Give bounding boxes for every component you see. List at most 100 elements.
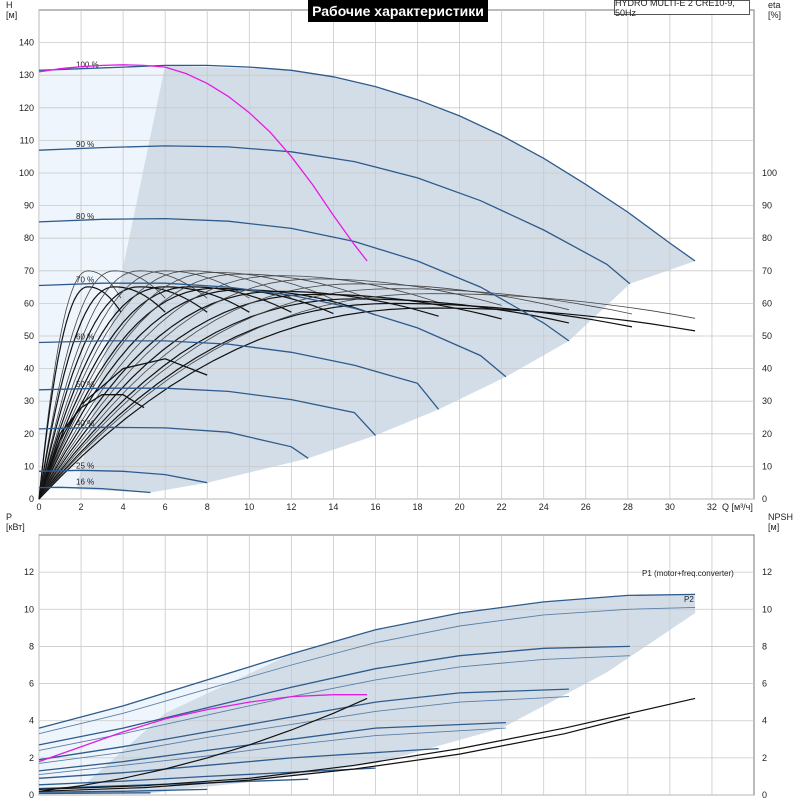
x-tick-label: 8 (205, 502, 210, 512)
p1-curve (38, 688, 569, 761)
p1-curve (38, 788, 208, 793)
p2-curve (38, 606, 696, 735)
p2-curve (38, 727, 506, 776)
npsh-axis-unit: [м] (768, 522, 779, 532)
x-tick-label: 16 (370, 502, 380, 512)
x-tick-label: 0 (36, 502, 41, 512)
pump-model-label: HYDRO MULTI-E 2 CRE10-9, 50Hz (614, 0, 750, 18)
npsh-tick-label: 0 (762, 790, 767, 800)
eta-curve (38, 283, 569, 500)
y2-tick-label: 90 (762, 201, 772, 211)
head-curve-90pct (38, 145, 631, 285)
y-tick-label: 30 (24, 396, 34, 406)
p-axis-label: P (6, 512, 12, 522)
speed-label: 16 % (76, 478, 94, 487)
y2-tick-label: 20 (762, 429, 772, 439)
npsh-curve (38, 697, 696, 790)
npsh-tick-label: 12 (762, 567, 772, 577)
eta-curve-low-speed (38, 394, 145, 500)
eta-curve (38, 278, 502, 500)
chart-title: Рабочие характеристики (308, 0, 488, 22)
y-tick-label: 80 (24, 233, 34, 243)
p1-curve (38, 792, 151, 795)
head-curve-50pct (38, 387, 376, 436)
y-axis-label: H (6, 0, 13, 10)
y-tick-label: 100 (19, 168, 34, 178)
x-tick-label: 18 (413, 502, 423, 512)
y-tick-label: 40 (24, 364, 34, 374)
speed-label: 60 % (76, 333, 94, 342)
x-tick-label: 28 (623, 502, 633, 512)
eta-curve (38, 270, 122, 500)
p2-label: P2 (684, 595, 694, 604)
eta-curve-low-speed (38, 358, 208, 500)
npsh-curve (38, 716, 631, 792)
p-tick-label: 0 (29, 790, 34, 800)
x-tick-label: 30 (665, 502, 675, 512)
x-tick-label: 26 (581, 502, 591, 512)
p-tick-label: 8 (29, 641, 34, 651)
y-tick-label: 90 (24, 201, 34, 211)
x-axis-label: Q [м³/ч] (722, 502, 753, 512)
y2-tick-label: 80 (762, 233, 772, 243)
y2-axis-label: eta (768, 0, 781, 10)
y2-tick-label: 50 (762, 331, 772, 341)
eta-curve-bold (38, 290, 439, 500)
top-operating-region (76, 65, 696, 493)
eta-curve (38, 293, 696, 500)
npsh-tick-label: 6 (762, 679, 767, 689)
y2-tick-label: 40 (762, 364, 772, 374)
eta-curve-bold (38, 286, 250, 500)
eta-curve (38, 270, 208, 500)
head-curve-16pct (38, 486, 151, 494)
p-tick-label: 4 (29, 716, 34, 726)
y2-tick-label: 0 (762, 494, 767, 504)
x-tick-label: 12 (286, 502, 296, 512)
p-tick-label: 10 (24, 604, 34, 614)
speed-label: 100 % (76, 60, 99, 69)
eta-curve (38, 275, 439, 500)
npsh-tick-label: 2 (762, 753, 767, 763)
speed-label: 50 % (76, 380, 94, 389)
p-tick-label: 2 (29, 753, 34, 763)
y-tick-label: 120 (19, 103, 34, 113)
x-tick-label: 14 (328, 502, 338, 512)
y2-axis-unit: [%] (768, 10, 781, 20)
y-tick-label: 140 (19, 38, 34, 48)
head-curve-40pct (38, 426, 309, 459)
eta-curve-bold (38, 286, 122, 500)
p-axis-unit: [кВт] (6, 522, 25, 532)
p1-curve (38, 747, 439, 779)
y-tick-label: 110 (20, 135, 34, 145)
speed-label: 25 % (76, 461, 94, 470)
npsh-curve (38, 697, 368, 792)
x-tick-label: 20 (455, 502, 465, 512)
y2-tick-label: 30 (762, 396, 772, 406)
x-tick-label: 24 (539, 502, 549, 512)
eta-curve (38, 273, 376, 500)
eta-curve (38, 270, 292, 500)
eta-curve (38, 270, 250, 500)
x-tick-label: 4 (121, 502, 126, 512)
y-tick-label: 130 (19, 70, 34, 80)
p-tick-label: 6 (29, 679, 34, 689)
y-axis-unit: [м] (6, 10, 17, 20)
npsh-axis-label: NPSH (768, 512, 793, 522)
npsh-tick-label: 8 (762, 641, 767, 651)
p-tick-label: 12 (24, 567, 34, 577)
x-tick-label: 32 (707, 502, 717, 512)
speed-label: 90 % (76, 140, 94, 149)
max-head-curve (38, 64, 368, 262)
eta-curve (38, 270, 166, 500)
speed-label: 80 % (76, 212, 94, 221)
p2-curve (38, 655, 630, 751)
p1-curve (38, 645, 630, 746)
x-tick-label: 2 (79, 502, 84, 512)
npsh-tick-label: 4 (762, 716, 767, 726)
head-curve-70pct (38, 282, 507, 378)
eta-curve-bold (38, 286, 292, 500)
y-tick-label: 10 (24, 461, 34, 471)
head-curve-25pct (38, 469, 208, 484)
y-tick-label: 50 (24, 331, 34, 341)
